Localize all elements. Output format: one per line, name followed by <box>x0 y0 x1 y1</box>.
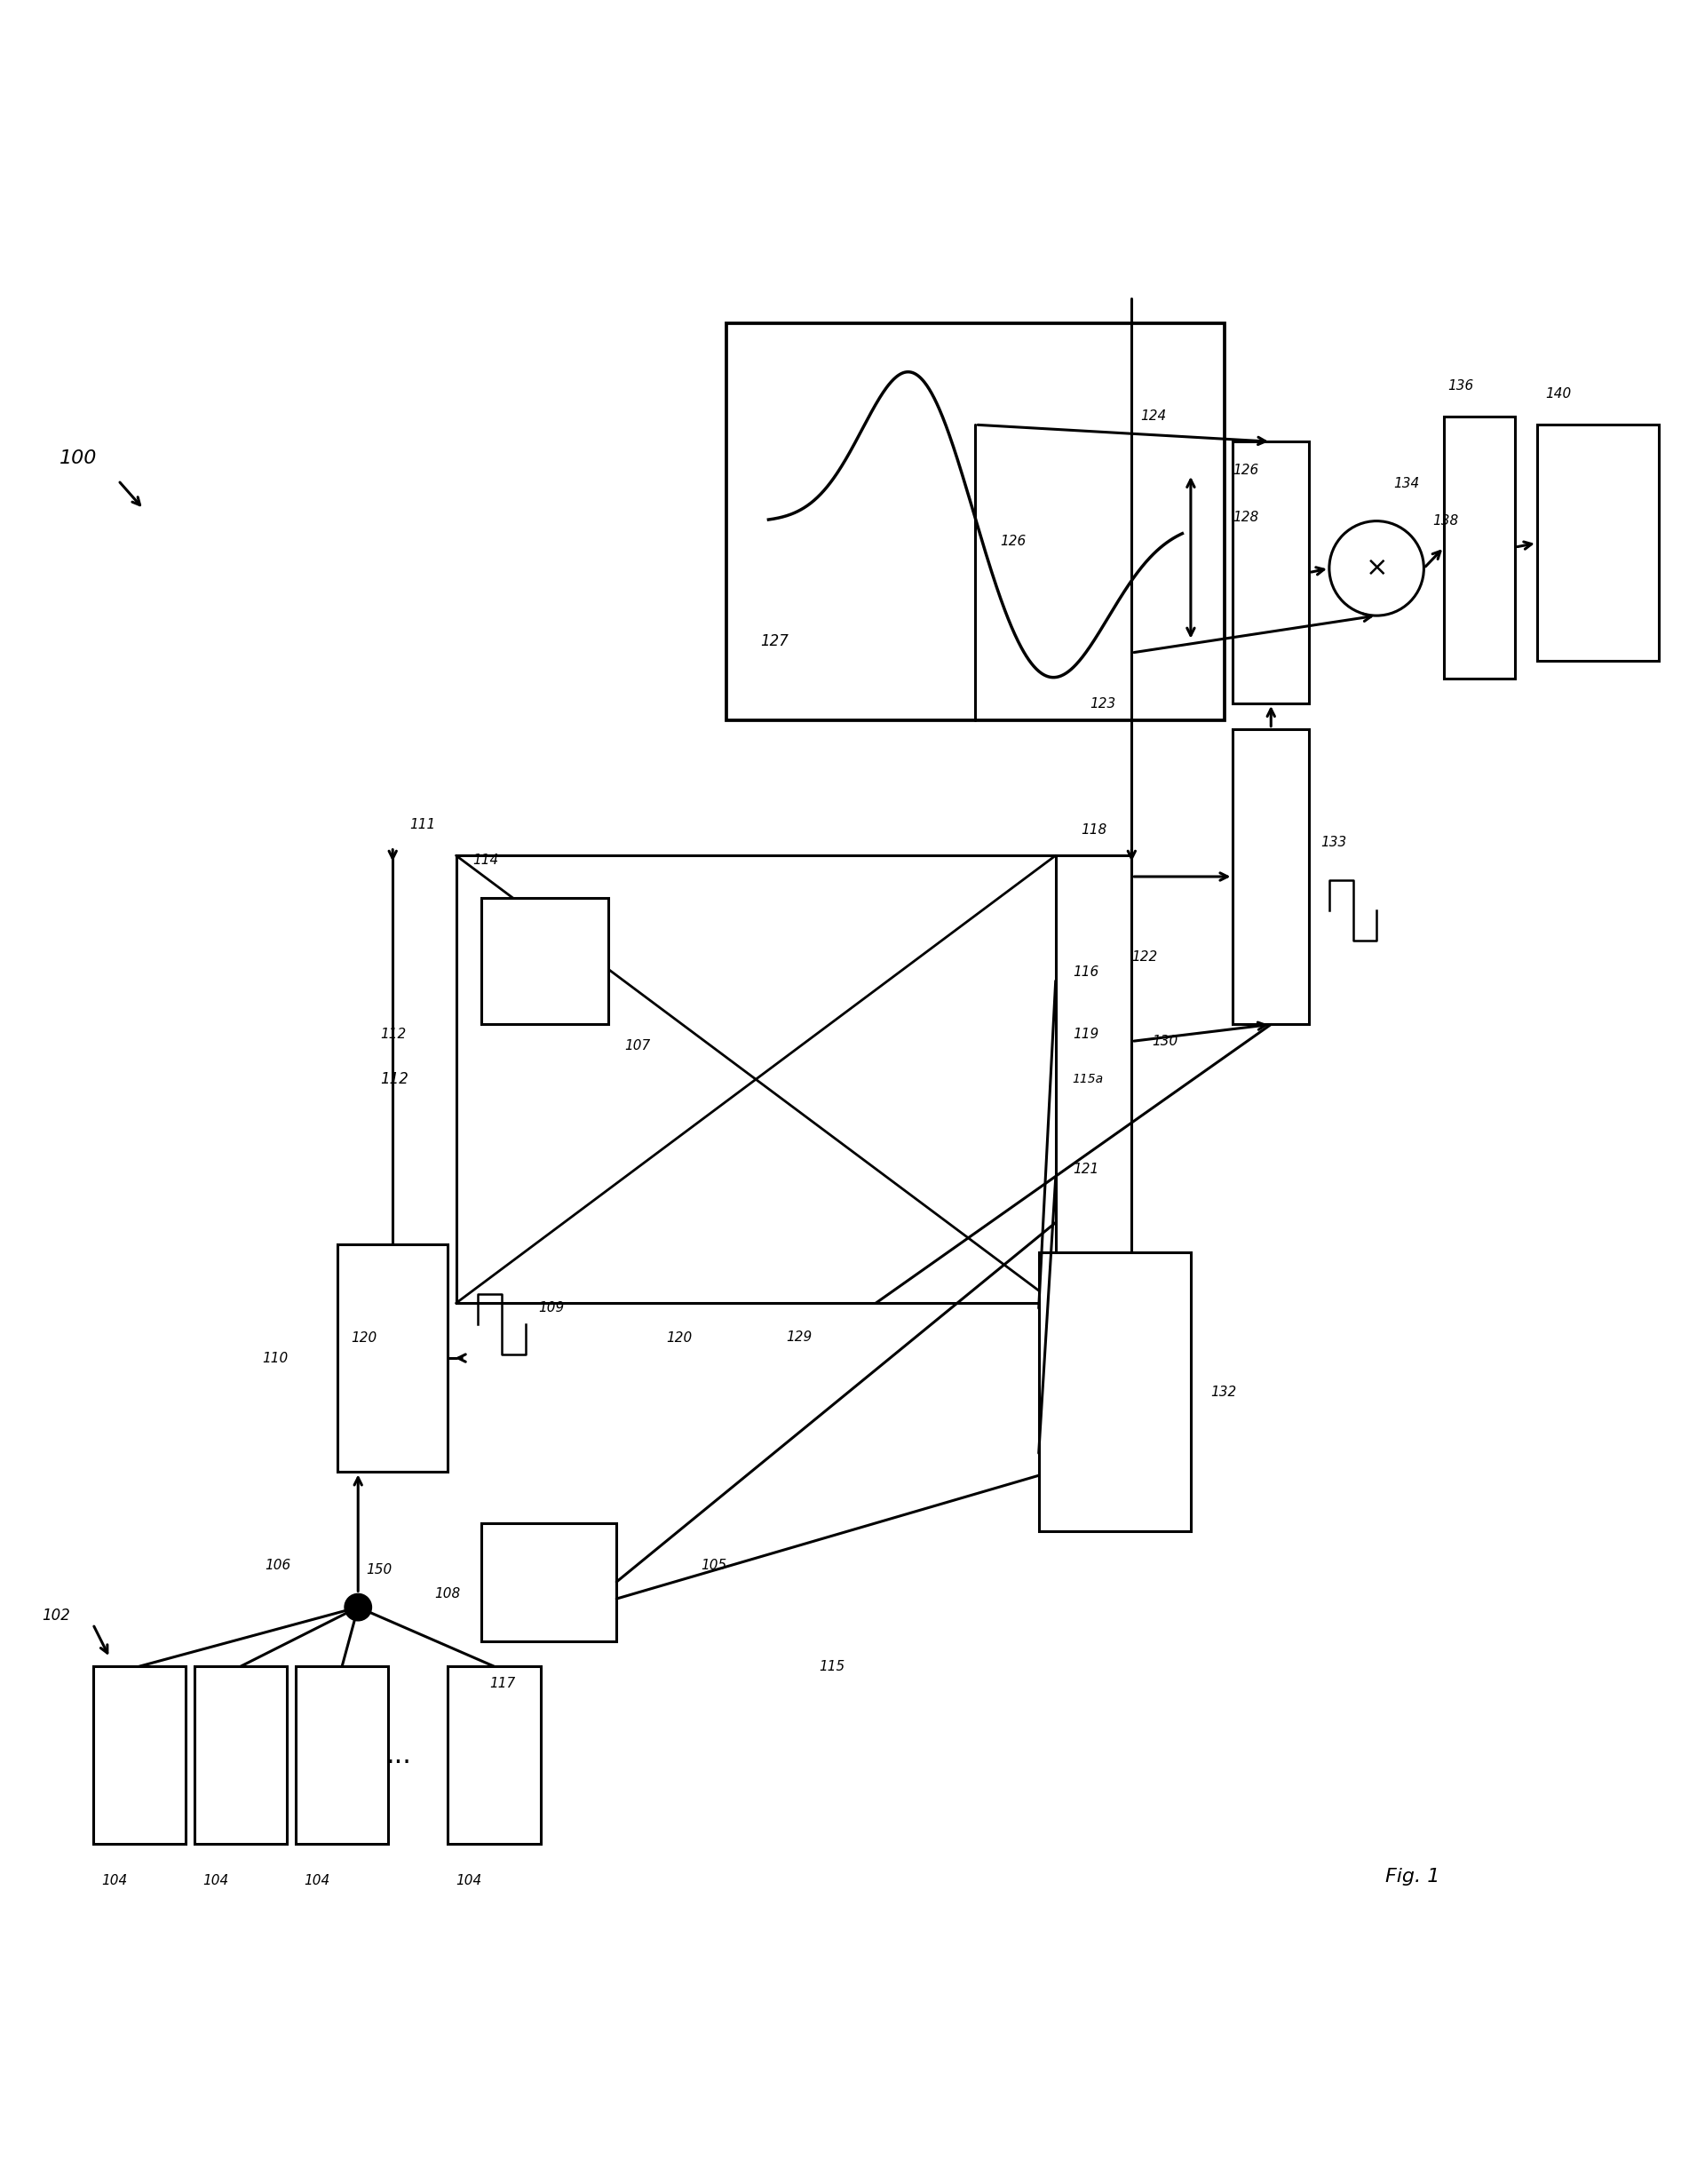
Bar <box>93 1666 186 1843</box>
Bar <box>448 1666 540 1843</box>
Text: 115: 115 <box>819 1660 844 1673</box>
Text: ×: × <box>1365 555 1388 581</box>
Text: 107: 107 <box>625 1040 650 1053</box>
Bar <box>1444 417 1515 677</box>
Text: 104: 104 <box>203 1874 228 1887</box>
Text: 104: 104 <box>456 1874 481 1887</box>
Bar <box>481 1522 616 1640</box>
Text: 126: 126 <box>1233 463 1258 476</box>
Text: 118: 118 <box>1081 823 1106 836</box>
Circle shape <box>1329 522 1424 616</box>
Text: 140: 140 <box>1545 389 1571 402</box>
Text: 114: 114 <box>473 854 498 867</box>
Text: 120: 120 <box>351 1330 377 1345</box>
Text: 126: 126 <box>1000 535 1027 548</box>
Bar <box>456 856 1056 1304</box>
Text: 120: 120 <box>665 1330 692 1345</box>
Text: 117: 117 <box>490 1677 515 1690</box>
Text: ...: ... <box>385 1743 412 1767</box>
Text: 108: 108 <box>434 1588 459 1601</box>
Text: 119: 119 <box>1073 1029 1098 1042</box>
Text: 100: 100 <box>59 450 96 467</box>
Text: 136: 136 <box>1447 380 1473 393</box>
Text: 130: 130 <box>1152 1035 1177 1048</box>
Bar <box>338 1245 448 1472</box>
Text: 124: 124 <box>1140 411 1165 424</box>
Bar <box>194 1666 287 1843</box>
Bar <box>1537 424 1659 662</box>
Text: 134: 134 <box>1393 476 1419 491</box>
Bar <box>1233 441 1309 703</box>
Text: 122: 122 <box>1132 950 1157 963</box>
Text: 116: 116 <box>1073 965 1098 978</box>
Bar <box>726 323 1225 721</box>
Bar <box>481 898 608 1024</box>
Bar <box>296 1666 388 1843</box>
Text: 121: 121 <box>1073 1162 1098 1175</box>
Text: 112: 112 <box>380 1072 409 1088</box>
Text: 104: 104 <box>304 1874 329 1887</box>
Text: 115a: 115a <box>1073 1072 1103 1085</box>
Text: 110: 110 <box>262 1352 287 1365</box>
Text: 106: 106 <box>265 1559 291 1572</box>
Text: 129: 129 <box>785 1330 812 1343</box>
Bar <box>1039 1251 1191 1531</box>
Text: Fig. 1: Fig. 1 <box>1385 1867 1439 1887</box>
Text: 112: 112 <box>380 1029 405 1042</box>
Text: 150: 150 <box>367 1564 392 1577</box>
Text: 105: 105 <box>701 1559 726 1572</box>
Text: 127: 127 <box>760 633 789 649</box>
Bar <box>1233 729 1309 1024</box>
Text: 104: 104 <box>101 1874 127 1887</box>
Text: 138: 138 <box>1432 515 1458 529</box>
Text: 111: 111 <box>409 819 436 832</box>
Text: 123: 123 <box>1089 697 1115 710</box>
Text: 133: 133 <box>1321 836 1346 850</box>
Text: 102: 102 <box>42 1607 71 1623</box>
Text: 128: 128 <box>1233 511 1258 524</box>
Circle shape <box>345 1594 372 1621</box>
Text: 132: 132 <box>1211 1385 1236 1398</box>
Text: 109: 109 <box>539 1302 564 1315</box>
